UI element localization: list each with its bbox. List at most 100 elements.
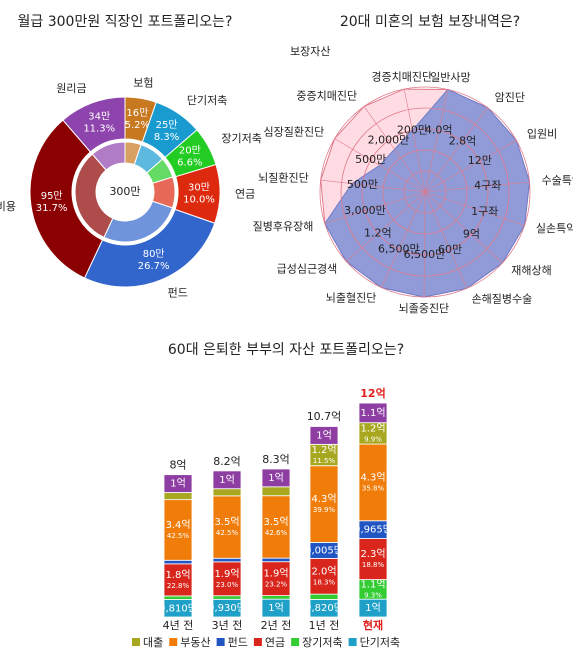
- slice-value: 95만: [41, 190, 63, 202]
- inner-slice: [91, 141, 126, 171]
- radar-amount: 2,000만: [368, 134, 410, 147]
- slice-value: 25만: [156, 119, 178, 131]
- radar-spoke: [324, 191, 426, 224]
- radar-axis-label: 경증치매진단: [371, 70, 432, 83]
- slice-value: 20만: [179, 144, 201, 156]
- slice-name: 원리금: [56, 82, 86, 95]
- radar-spoke: [423, 191, 426, 297]
- segment-label: 1.2억: [360, 422, 385, 434]
- radar-spoke: [403, 89, 426, 193]
- total-label: 10.7억: [307, 410, 342, 423]
- radar-amount: 500만: [355, 153, 386, 166]
- radar-axis-label: 손해질병수술: [472, 291, 533, 305]
- radar-amount: 12만: [468, 154, 492, 167]
- bar-segment: [261, 561, 291, 597]
- donut-slice: [83, 208, 216, 288]
- segment-label: 1.9억: [263, 568, 288, 580]
- segment-label: 9,810만: [159, 602, 197, 614]
- segment-percent: 9.9%: [364, 435, 382, 443]
- segment-percent: 9.3%: [364, 591, 382, 599]
- slice-value: 80만: [143, 248, 165, 260]
- radar-spoke: [424, 107, 488, 193]
- bar-segment: [261, 557, 291, 563]
- segment-percent: 11.5%: [313, 457, 336, 465]
- radar-amount: 60만: [438, 243, 462, 256]
- bar-segment: [261, 495, 291, 559]
- radar-spoke: [381, 191, 426, 288]
- segment-percent: 42.5%: [216, 529, 239, 537]
- legend-swatch: [132, 638, 140, 646]
- radar-amount: 3,000만: [344, 204, 386, 217]
- radar-axis-label: 중증치매진단: [296, 90, 357, 103]
- radar-axis-label: 재해상해: [511, 263, 551, 277]
- legend-label: 부동산: [180, 636, 210, 649]
- segment-label: 9,820만: [305, 602, 343, 614]
- segment-label: 3.5억: [214, 516, 239, 528]
- total-label: 12억: [360, 387, 385, 400]
- radar-spoke: [346, 191, 426, 262]
- segment-label: 1.1억: [360, 407, 385, 419]
- bar-segment: [163, 499, 193, 561]
- legend-swatch: [348, 638, 357, 646]
- legend-label: 펀드: [228, 636, 248, 649]
- segment-percent: 23.2%: [265, 581, 288, 589]
- radar-title: 20대 미혼의 보험 보장내역은?: [340, 14, 520, 30]
- segment-percent: 23.0%: [216, 581, 239, 589]
- slice-percent: 10.0%: [183, 195, 215, 206]
- bar-segment: [309, 558, 339, 595]
- radar-amount: 2.8억: [449, 134, 477, 147]
- segment-percent: 39.9%: [313, 506, 336, 514]
- legend-label: 단기저축: [360, 636, 400, 649]
- donut-center: 300만: [109, 185, 140, 198]
- bar-segment: [309, 593, 339, 600]
- bar-segment: [261, 595, 291, 600]
- bar-segment: [212, 595, 242, 600]
- segment-label: 1억: [365, 602, 381, 614]
- segment-percent: 42.5%: [167, 532, 190, 540]
- bar-segment: [309, 465, 339, 543]
- radar-amount: 200만: [397, 123, 428, 136]
- slice-percent: 8.3%: [154, 132, 179, 143]
- radar-spoke: [424, 140, 517, 193]
- bar-segment: [163, 595, 193, 600]
- slice-percent: 6.6%: [177, 157, 202, 168]
- radar-spoke: [424, 191, 503, 264]
- radar-axis-label: 암진단: [495, 91, 525, 104]
- bar-segment: [163, 474, 193, 493]
- radar-axis-label: 뇌출혈진단: [326, 290, 377, 304]
- segment-label: 1.8억: [165, 569, 190, 581]
- bar-segment: [309, 426, 339, 445]
- slice-value: 34만: [88, 111, 110, 123]
- donut-title: 월급 300만원 직장인 포트폴리오는?: [18, 14, 233, 30]
- radar-subtitle: 보장자산: [290, 45, 330, 58]
- slice-percent: 5.2%: [125, 120, 150, 131]
- radar-axis-label: 뇌졸중진단: [399, 302, 450, 315]
- bar-segment: [212, 488, 242, 497]
- segment-label: 9,005만: [305, 544, 343, 556]
- segment-percent: 18.3%: [313, 578, 336, 586]
- segment-label: 1.9억: [214, 568, 239, 580]
- x-tick-label: 4년 전: [163, 619, 194, 632]
- radar-spoke: [424, 191, 468, 289]
- radar-amount: 500만: [347, 178, 378, 191]
- total-label: 8.2억: [213, 455, 241, 468]
- x-tick-label: 3년 전: [212, 619, 243, 632]
- radar-axis-label: 수술특약: [541, 173, 573, 187]
- bar-segment: [261, 468, 291, 488]
- radar-axis-label: 급성심근경색: [277, 262, 338, 275]
- slice-name: 단기저축: [187, 94, 227, 107]
- slice-percent: 11.3%: [83, 124, 115, 135]
- segment-label: 1억: [219, 474, 235, 486]
- x-tick-label: 1년 전: [309, 619, 340, 632]
- radar-spoke: [363, 106, 426, 193]
- radar-axis-label: 질병후유장해: [253, 219, 314, 233]
- radar-amount: 4구좌: [474, 179, 501, 192]
- x-tick-label: 현재: [363, 618, 383, 632]
- radar-axis-label: 심장질환진단: [263, 126, 324, 139]
- total-label: 8억: [169, 458, 186, 471]
- segment-label: 1억: [170, 478, 186, 490]
- radar-ring: [382, 149, 468, 235]
- radar-axis-label: 뇌질환진단: [258, 172, 309, 185]
- legend-swatch: [169, 638, 178, 646]
